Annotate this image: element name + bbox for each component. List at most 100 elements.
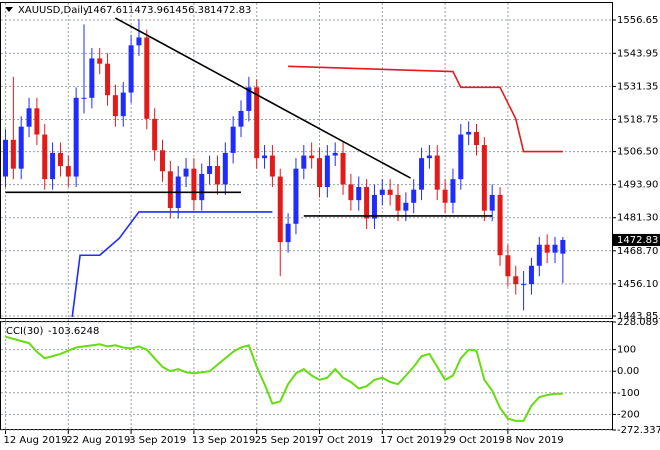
candle-body [199,173,205,201]
candle-body [222,152,228,185]
candle-body [403,202,409,211]
y-tick-label: 1468.70 [617,246,658,257]
candle-body [364,187,370,219]
candle-body [536,244,542,266]
x-tick-label: 13 Sep 2019 [192,435,255,446]
candle-body [160,150,165,172]
candle-body [89,58,95,98]
x-tick-label: 29 Oct 2019 [443,435,505,446]
candle-body [450,179,456,203]
price-panel [0,2,613,319]
candle-body [552,244,558,253]
candle-body [65,166,71,177]
candle-body [120,92,126,117]
candle-body [183,168,189,177]
candle-body [481,145,487,211]
candle-body [81,97,87,99]
candle-body [50,152,56,180]
candle-body [230,126,236,153]
header-high: 1473.96 [128,5,169,16]
y-tick-label: 1531.35 [617,81,658,92]
cci-line [5,335,563,422]
y-tick-label: 1556.65 [617,15,658,26]
candle-body [97,58,103,64]
y-tick-label: -200 [617,409,640,420]
candle-body [105,63,111,96]
candle-body [73,97,79,177]
candle-body [207,166,213,174]
candle-body [434,155,440,190]
indicator-line [71,211,273,318]
candle-body [505,255,511,277]
y-tick-label: 1443.85 [617,311,658,322]
candle-body [3,139,8,177]
candle-body [301,155,307,169]
candle-body [474,131,479,146]
candle-body [513,276,519,285]
indicator-line [288,65,563,153]
x-tick-label: 17 Oct 2019 [380,435,442,446]
candle-body [317,158,322,188]
y-tick-label: 1481.30 [617,213,658,224]
candle-body [489,194,495,211]
candle-body [269,155,275,177]
price-label: 1472.83 [617,235,658,246]
indicator-line [115,17,411,179]
y-tick-label: 1456.10 [617,279,658,290]
candle-body [521,284,527,286]
x-tick-label: 22 Aug 2019 [66,435,130,446]
candle-body [340,152,346,185]
header-open: 1467.61 [87,5,128,16]
y-tick-label: 1506.50 [617,147,658,158]
x-tick-label: 25 Sep 2019 [255,435,318,446]
candle-body [144,37,150,119]
x-tick-label: 7 Oct 2019 [318,435,373,446]
x-tick-label: 12 Aug 2019 [4,435,68,446]
candle-body [277,176,283,243]
price-label-box [613,233,660,246]
menu-icon[interactable] [5,7,13,12]
candle-body [411,189,417,203]
candle-body [136,37,142,46]
candle-body [57,152,63,167]
candle-body [497,194,503,256]
candle-body [528,265,534,285]
candle-body [214,166,220,185]
candle-body [458,134,464,180]
header-low: 1456.38 [169,5,210,16]
x-tick-label: 3 Sep 2019 [129,435,186,446]
candle-body [356,187,362,201]
y-tick-label: 100 [617,345,636,356]
x-tick-label: 8 Nov 2019 [506,435,564,446]
y-tick-label: -100 [617,388,640,399]
candle-body [246,87,252,111]
candle-body [544,244,550,253]
symbol-title: XAUUSD,Daily [18,5,89,16]
y-tick-label: 1543.95 [617,48,658,59]
cci-title: CCI(30) [6,326,44,337]
candle-body [238,110,244,127]
candle-body [285,223,291,243]
candle-body [395,194,401,211]
cci-value: -103.6248 [48,326,99,337]
candle-body [387,189,393,195]
candle-body [426,155,432,159]
y-tick-label: 228.0897 [617,317,660,328]
candle-body [112,95,118,117]
candle-body [254,87,260,159]
candle-body [10,139,16,169]
candle-body [42,134,48,180]
candle-body [419,158,425,190]
y-tick-label: 1493.90 [617,180,658,191]
candle-body [191,168,197,201]
candle-body [560,239,566,254]
candle-body [167,171,173,209]
candle-body [293,168,299,224]
candle-body [26,108,32,127]
candle-body [152,118,158,151]
candle-body [332,152,338,156]
y-tick-label: 1518.75 [617,114,658,125]
candle-body [262,155,268,159]
candle-body [442,189,448,203]
